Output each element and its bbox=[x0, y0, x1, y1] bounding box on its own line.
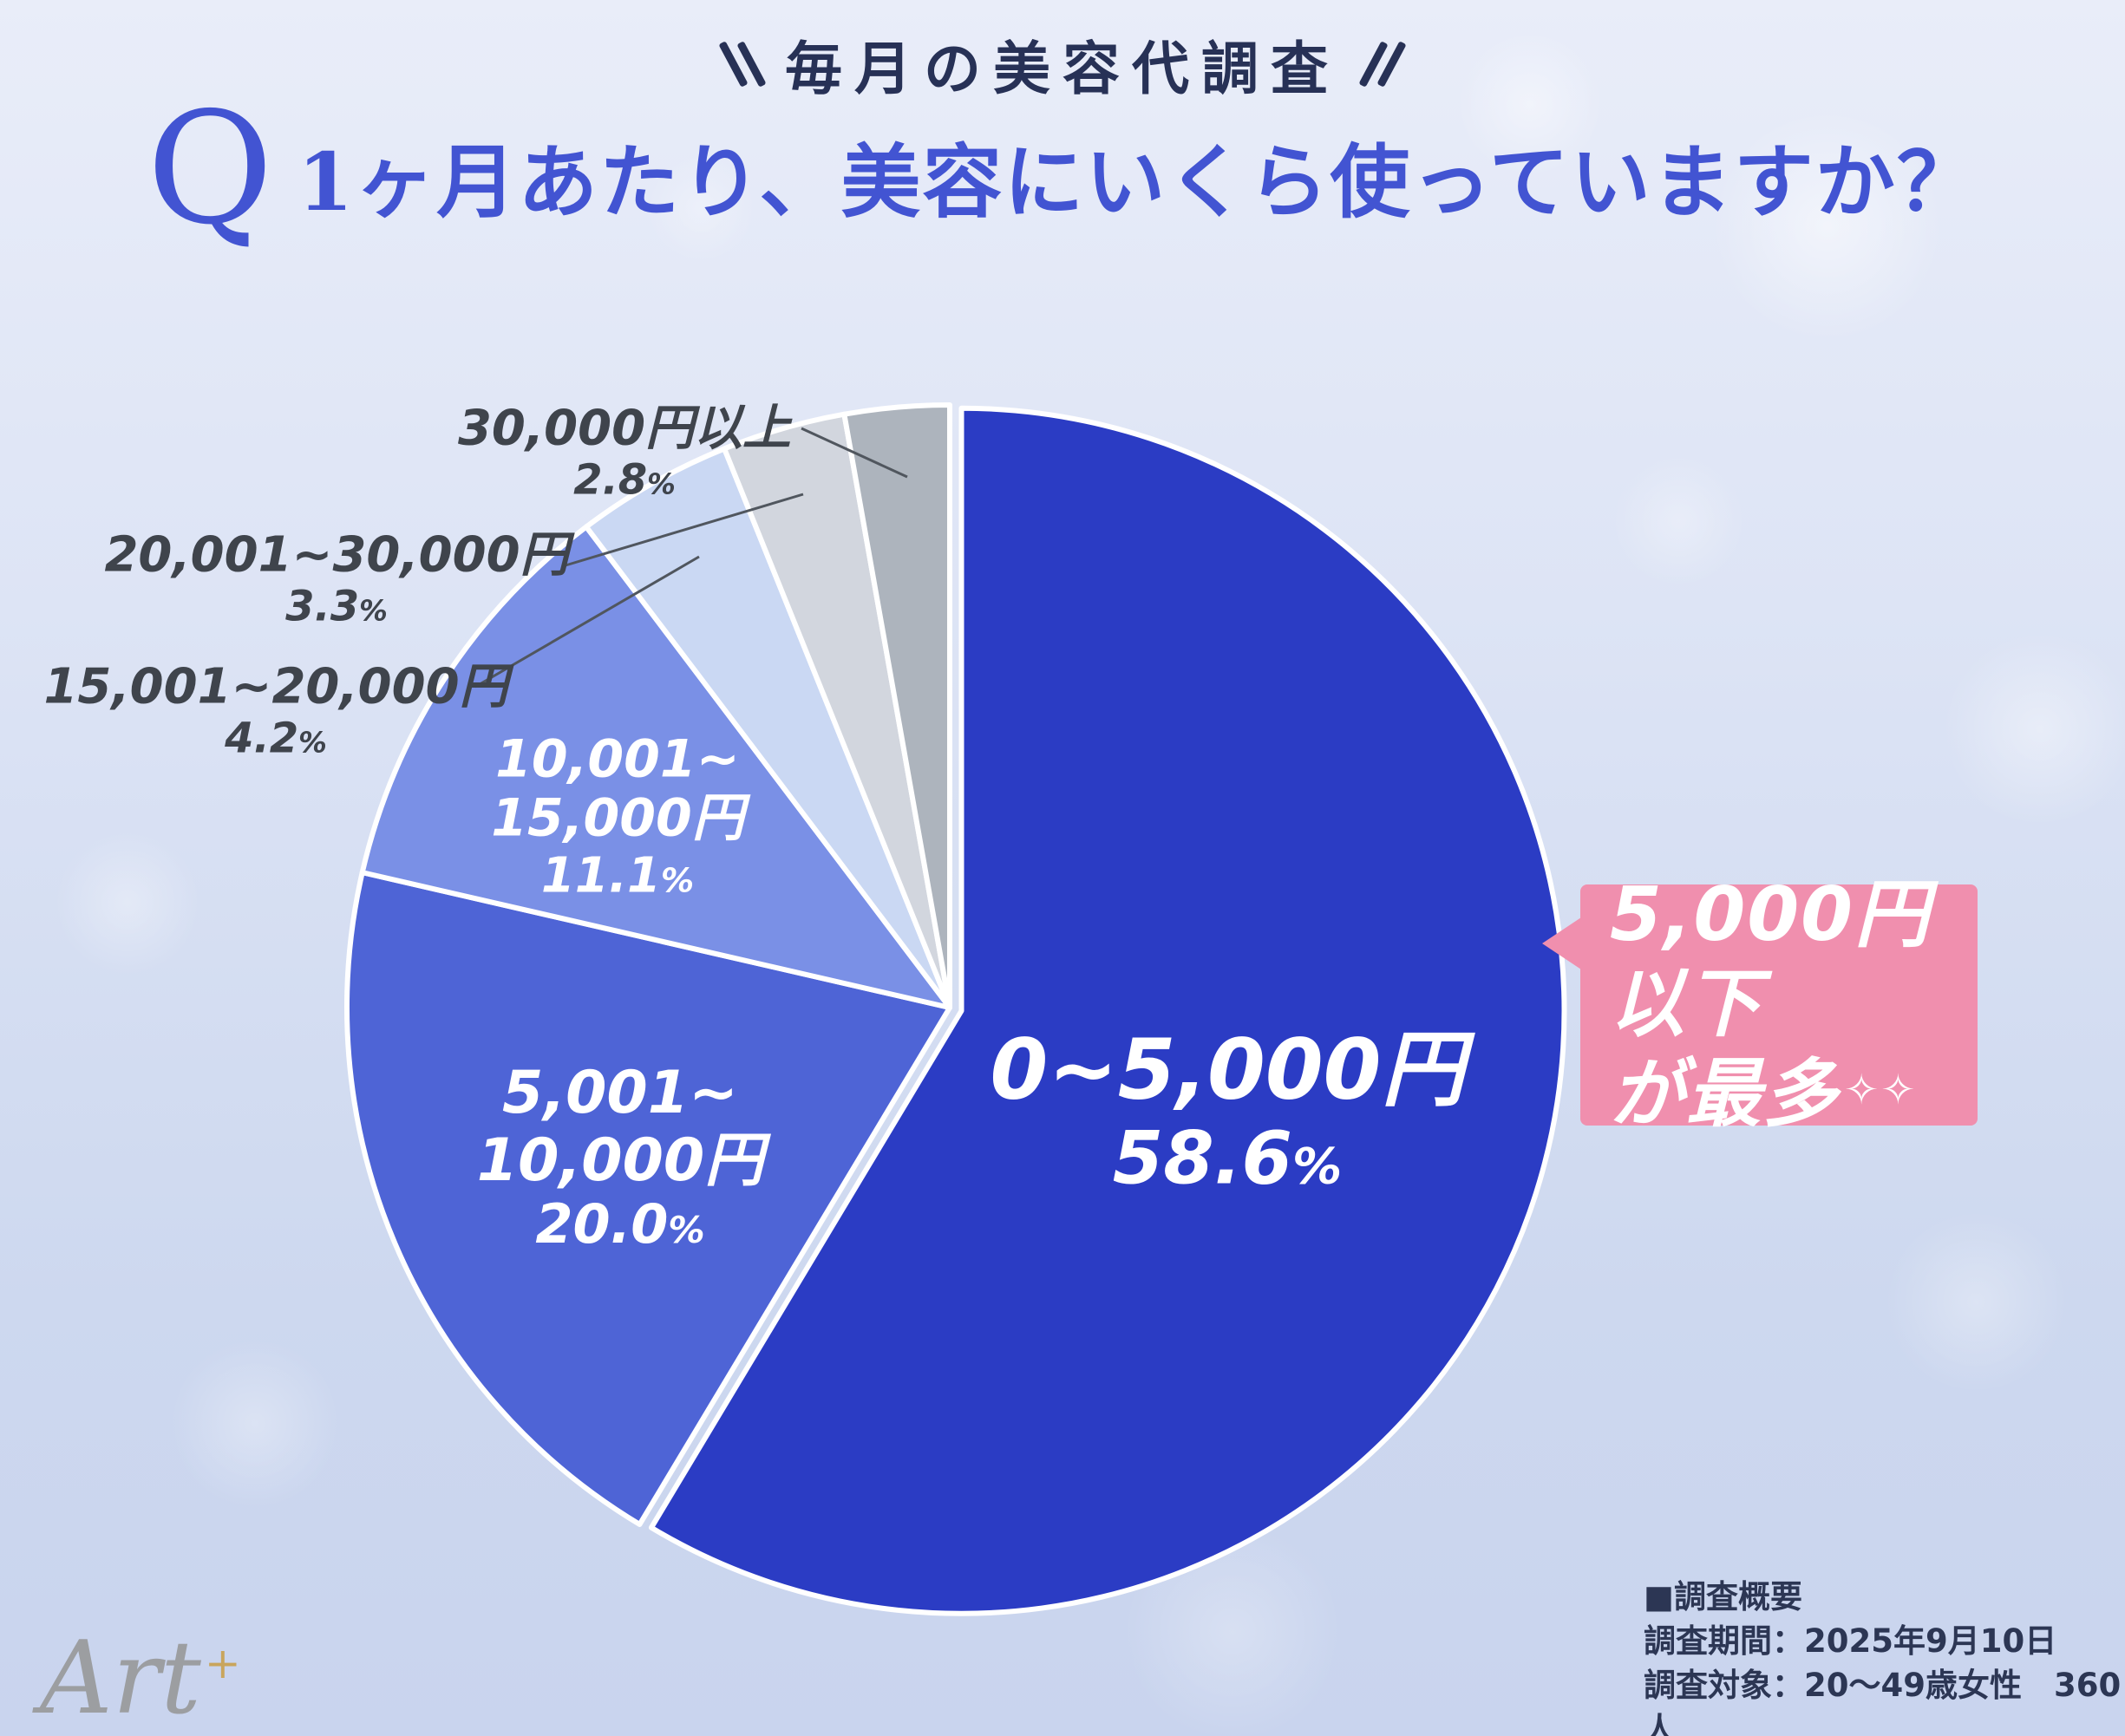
survey-overview: ■調査概要 調査期間：2025年9月10日 調査対象：20〜49歳女性 360人… bbox=[1644, 1575, 2125, 1736]
pie-slice-5 bbox=[841, 402, 952, 1010]
pie-slice-2 bbox=[359, 524, 952, 1010]
callout-box: 5,000円以下 が最多 ✧✧ bbox=[1542, 871, 1978, 1138]
leader-line-5 bbox=[801, 427, 908, 479]
pie-label-2: 10,001~ 15,000円 11.1% bbox=[491, 728, 744, 904]
q-mark: Q bbox=[147, 79, 274, 258]
pie-label-4: 20,001~30,000円 3.3% bbox=[104, 526, 569, 631]
leader-line-3 bbox=[474, 555, 700, 689]
pie-slice-3 bbox=[583, 446, 952, 1010]
callout-line-2: が最多 ✧✧ bbox=[1610, 1050, 1918, 1138]
pie-slice-0 bbox=[648, 405, 1567, 1616]
callout-arrow-icon bbox=[1542, 916, 1584, 971]
pie-label-0: 0~5,000円 58.6% bbox=[990, 1021, 1465, 1201]
sparkle-icon: ✧✧ bbox=[1844, 1065, 1918, 1114]
pie-label-1: 5,001~ 10,000円 20.0% bbox=[476, 1059, 764, 1256]
survey-badge-title: 毎月の美容代調査 bbox=[785, 35, 1340, 102]
survey-badge: 毎月の美容代調査 bbox=[0, 23, 2125, 106]
survey-period: 調査期間：2025年9月10日 bbox=[1644, 1622, 2057, 1661]
callout-line-1: 5,000円以下 bbox=[1610, 871, 1932, 1048]
survey-overview-heading: ■調査概要 bbox=[1644, 1578, 1802, 1615]
question-text: 1ヶ月あたり、美容にいくら使っていますか？ bbox=[298, 134, 1978, 229]
survey-target: 調査対象：20〜49歳女性 360人 bbox=[1644, 1667, 2122, 1736]
question-title: Q 1ヶ月あたり、美容にいくら使っていますか？ bbox=[0, 92, 2125, 246]
pie-slice-1 bbox=[344, 870, 952, 1527]
logo-plus-icon: + bbox=[204, 1638, 241, 1689]
pie-label-5: 30,000円以上 2.8% bbox=[457, 400, 792, 505]
leader-line-4 bbox=[565, 493, 804, 567]
pie-label-3: 15,001~20,000円 4.2% bbox=[43, 658, 508, 763]
artplus-logo: Art+ bbox=[40, 1620, 241, 1736]
